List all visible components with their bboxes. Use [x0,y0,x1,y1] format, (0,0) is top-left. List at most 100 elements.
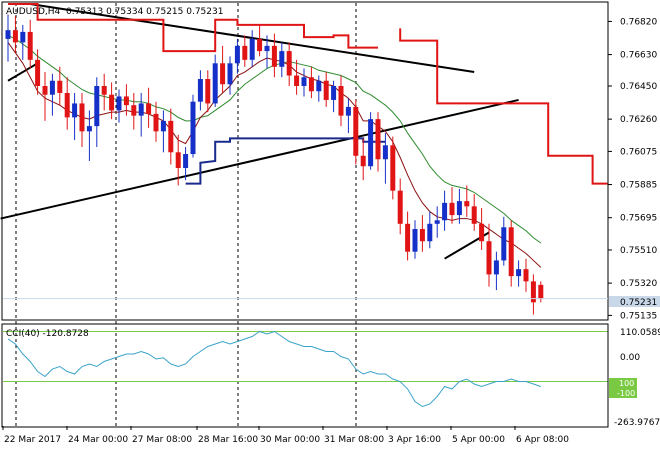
candle [20,24,26,60]
candle-body [234,45,240,64]
candle-body [27,31,33,60]
candle-body [382,145,388,160]
candle [197,70,203,111]
current-price-label: 0.75231 [620,298,657,308]
candle [323,72,329,107]
candle [160,110,166,153]
candle-body [471,206,477,224]
candle-body [86,126,92,132]
candle-body [271,45,277,67]
candle-body [205,79,211,104]
candle-body [242,45,248,60]
candle [205,70,211,113]
price-axis: 0.76820 0.76630 0.76450 0.76260 0.76075 0.758… [3,17,657,321]
candle-body [427,223,433,242]
cci-scale-bottom: -263.9767 [614,418,660,428]
candle [131,92,137,130]
time-tick-label: 24 Mar 00:00 [68,435,128,445]
candle [257,24,263,57]
candle-body [316,80,322,92]
candle [375,112,381,172]
candle [390,136,396,200]
candle [523,258,529,292]
candle [94,77,100,148]
time-tick-label: 30 Mar 00:00 [260,435,320,445]
candle [382,133,388,184]
candle [493,251,499,291]
candle [316,75,322,102]
candle [264,35,270,69]
candle-body [368,119,374,167]
time-tick-label: 22 Mar 2017 [4,435,61,445]
candle [308,66,314,99]
time-tick-label: 3 Apr 16:00 [388,435,441,445]
candle-body [42,85,48,95]
candle-body [257,38,263,52]
candle-body [79,103,85,132]
price-tick-label: 0.75885 [620,181,657,191]
candle [286,42,292,86]
price-tick-label: 0.76630 [620,51,657,61]
candle-body [530,281,536,303]
candle [27,19,33,69]
time-tick-label: 27 Mar 08:00 [132,435,192,445]
candle [64,77,70,130]
candle-body [360,155,366,167]
cci-top-marker [609,326,660,337]
candle-body [323,80,329,100]
candle [486,223,492,287]
candle-body [523,269,529,282]
candle-body [464,201,470,207]
candle [175,134,181,186]
ohlc-readout: 0.75313 0.75334 0.75215 0.75231 [66,7,223,17]
candle-body [345,106,351,116]
candle-body [405,223,411,252]
candle-body [434,220,440,224]
candle-body [249,38,255,60]
candle [271,33,277,78]
cci-pane-frame [1,323,609,428]
candle-body [197,79,203,102]
candle [294,59,300,95]
candle-body [72,103,78,118]
candle-body [175,152,181,168]
candle-body [338,85,344,116]
stop-line [8,3,608,185]
candle [345,98,351,134]
candle [220,45,226,93]
cci-level-up-label: 100 [619,379,634,388]
candle [338,75,344,127]
candle [5,14,11,62]
candle-body [101,85,107,95]
candle [530,274,536,315]
price-tick-label: 0.76260 [620,115,657,125]
candle-body [508,227,514,277]
candle [79,92,85,148]
candle-body [286,51,292,76]
candle-body [486,241,492,275]
candle [279,42,285,78]
candle-body [264,45,270,52]
candle-body [64,92,70,118]
candle [442,190,448,231]
candle-body [160,120,166,132]
candle-body [109,94,115,111]
candle-body [419,229,425,242]
candle-body [375,119,381,160]
candle [331,80,337,113]
candle [464,185,470,217]
candles [5,14,544,315]
price-tick-label: 0.75695 [620,214,657,224]
candle [449,187,455,224]
price-tick-label: 0.76820 [620,17,657,27]
cci-scale-zero: 0.00 [620,353,640,363]
candle-body [397,190,403,224]
candle [353,99,359,165]
candle-body [493,260,499,275]
candle-body [279,51,285,67]
candle [368,112,374,170]
candle-body [353,106,359,156]
candle-body [442,202,448,221]
